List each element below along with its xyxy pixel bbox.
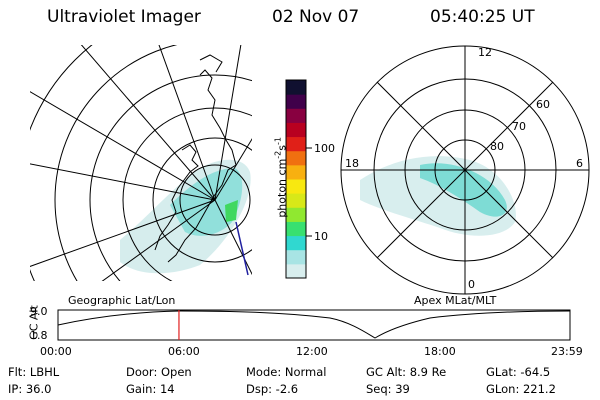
altitude-tick-high: 9.0 <box>30 305 48 318</box>
colorbar-band <box>286 164 306 180</box>
gain-info: Gain: 14 <box>126 382 175 396</box>
altitude-curve <box>57 310 571 339</box>
colorbar-band <box>286 179 306 194</box>
colorbar-band <box>286 122 306 138</box>
instrument-title: Ultraviolet Imager <box>47 7 201 27</box>
aurora-emission-mag-core <box>420 163 507 217</box>
glat-info: GLat: -64.5 <box>486 365 551 379</box>
colorbar-tick-100: 100 <box>314 142 335 155</box>
glon-info: GLon: 221.2 <box>486 382 556 396</box>
geographic-label: Geographic Lat/Lon <box>68 294 176 307</box>
colorbar-band <box>286 249 306 265</box>
mlt-label-18: 18 <box>345 157 359 170</box>
colorbar-band <box>286 193 306 208</box>
colorbar-band <box>286 235 306 251</box>
filter-info: Flt: LBHL <box>8 365 60 379</box>
ip-info: IP: 36.0 <box>8 382 52 396</box>
time-tick-1800: 18:00 <box>424 345 456 358</box>
colorbar-band <box>286 221 306 237</box>
geographic-grid <box>30 45 252 281</box>
gc-alt-info: GC Alt: 8.9 Re <box>366 365 447 379</box>
colorbar-band <box>286 108 306 123</box>
colorbar-band <box>286 263 306 279</box>
colorbar-tick-10: 10 <box>314 230 328 243</box>
mode-info: Mode: Normal <box>246 365 327 379</box>
dsp-info: Dsp: -2.6 <box>246 382 299 396</box>
mlat-label-60: 60 <box>536 98 550 111</box>
colorbar-band <box>286 94 306 109</box>
time-tick-2359: 23:59 <box>551 345 583 358</box>
colorbar-band <box>286 207 306 222</box>
time-tick-1200: 12:00 <box>296 345 328 358</box>
time-tick-0600: 06:00 <box>168 345 200 358</box>
door-info: Door: Open <box>126 365 192 379</box>
aurora-hotspot <box>225 200 238 222</box>
colorbar-band <box>286 150 306 166</box>
seq-info: Seq: 39 <box>366 382 410 396</box>
magnetic-label: Apex MLat/MLT <box>414 294 497 307</box>
altitude-tick-low: 1.8 <box>30 329 48 342</box>
mlat-label-70: 70 <box>512 120 526 133</box>
mlat-label-80: 80 <box>490 140 504 153</box>
mlt-label-0: 0 <box>468 278 475 291</box>
mlt-label-12: 12 <box>478 46 492 59</box>
time-label: 05:40:25 UT <box>430 7 535 27</box>
colorbar-band <box>286 80 306 95</box>
date-label: 02 Nov 07 <box>272 7 360 27</box>
time-tick-0000: 00:00 <box>40 345 72 358</box>
colorbar-band <box>286 136 306 152</box>
mlt-label-6: 6 <box>576 157 583 170</box>
